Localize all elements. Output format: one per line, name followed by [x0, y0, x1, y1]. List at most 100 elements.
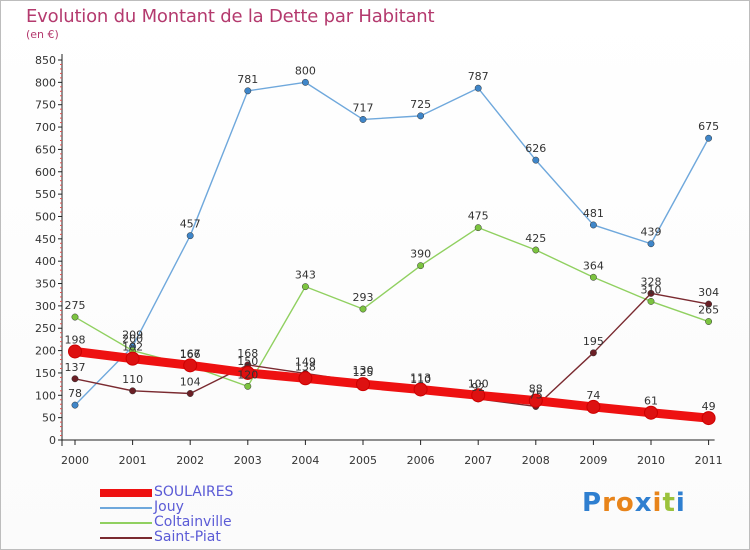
data-label-soulaires: 49: [702, 400, 716, 413]
y-tick-label: 450: [35, 233, 56, 246]
data-point-soulaires: [183, 358, 198, 373]
data-point-jouy: [359, 116, 367, 123]
series-line-jouy: [74, 81, 710, 406]
legend-swatch: [100, 522, 152, 524]
logo-letter: P: [582, 488, 603, 518]
data-point-soulaires: [586, 399, 601, 414]
data-point-soulaires: [68, 344, 82, 359]
data-label-coltainville: 275: [65, 299, 86, 312]
legend-label: Saint-Piat: [154, 529, 221, 545]
data-point-soulaires: [125, 351, 140, 366]
data-label-saint-piat: 110: [410, 373, 431, 386]
data-point-coltainville: [417, 262, 425, 270]
x-tick-label: 2006: [407, 454, 435, 467]
y-tick-label: 800: [35, 76, 56, 89]
data-point-jouy: [647, 240, 655, 248]
data-point-saint-piat: [186, 390, 194, 397]
data-label-saint-piat: 149: [295, 355, 316, 368]
data-label-jouy: 787: [468, 70, 489, 83]
data-label-coltainville: 166: [180, 348, 201, 361]
data-point-jouy: [589, 221, 597, 229]
data-label-soulaires: 150: [237, 355, 258, 368]
data-point-soulaires: [356, 377, 370, 392]
data-label-soulaires: 74: [586, 389, 600, 402]
data-label-saint-piat: 137: [65, 361, 86, 374]
y-tick-label: 350: [35, 278, 56, 291]
data-point-jouy: [244, 87, 252, 95]
data-point-jouy: [301, 78, 309, 86]
legend-label: Coltainville: [154, 514, 232, 530]
data-label-saint-piat: 92: [471, 381, 485, 394]
data-label-jouy: 439: [641, 226, 662, 239]
logo-letter: i: [675, 488, 686, 518]
x-tick-label: 2007: [464, 454, 492, 467]
x-tick-label: 2008: [522, 454, 550, 467]
data-point-jouy: [705, 134, 713, 142]
legend-swatch: [100, 507, 152, 509]
data-point-saint-piat: [129, 387, 137, 395]
data-label-saint-piat: 304: [698, 286, 719, 299]
data-label-coltainville: 390: [410, 248, 431, 261]
data-point-coltainville: [474, 224, 482, 232]
data-point-coltainville: [705, 318, 713, 325]
series-line-soulaires: [70, 346, 714, 423]
data-label-jouy: 781: [237, 73, 258, 86]
x-tick-label: 2000: [61, 454, 89, 467]
data-label-coltainville: 293: [353, 291, 374, 304]
data-label-jouy: 675: [698, 120, 719, 133]
data-label-jouy: 481: [583, 207, 604, 220]
data-point-soulaires: [471, 388, 486, 403]
data-label-soulaires: 138: [295, 360, 316, 373]
data-point-jouy: [71, 401, 79, 409]
data-label-saint-piat: 195: [583, 335, 604, 348]
data-label-saint-piat: 130: [353, 364, 374, 377]
legend-label: Jouy: [154, 499, 184, 515]
data-label-saint-piat: 104: [180, 376, 201, 389]
proxiti-logo: Proxiti: [582, 488, 686, 518]
data-label-saint-piat: 168: [237, 347, 258, 360]
data-label-soulaires: 167: [180, 347, 201, 360]
data-label-jouy: 725: [410, 98, 431, 111]
x-tick-label: 2009: [579, 454, 607, 467]
data-label-jouy: 717: [353, 101, 374, 114]
data-point-soulaires: [240, 365, 255, 380]
x-tick-label: 2004: [291, 454, 319, 467]
y-tick-label: 500: [35, 210, 56, 223]
data-point-coltainville: [647, 297, 655, 305]
data-label-jouy: 78: [68, 387, 82, 400]
data-label-jouy: 626: [525, 142, 546, 155]
logo-letter: x: [634, 488, 653, 518]
data-label-coltainville: 343: [295, 269, 316, 282]
y-tick-label: 50: [42, 412, 56, 425]
logo-letter: i: [652, 488, 663, 518]
y-tick-label: 300: [35, 300, 56, 313]
data-point-saint-piat: [705, 300, 713, 308]
data-label-saint-piat: 328: [641, 275, 662, 288]
data-point-coltainville: [301, 283, 309, 291]
data-point-coltainville: [589, 273, 597, 281]
x-tick-label: 2003: [234, 454, 262, 467]
data-point-jouy: [474, 84, 482, 92]
data-label-soulaires: 61: [644, 395, 658, 408]
data-point-coltainville: [359, 305, 367, 313]
data-label-jouy: 800: [295, 64, 316, 77]
data-point-soulaires: [644, 405, 658, 420]
data-label-coltainville: 364: [583, 259, 604, 272]
data-label-coltainville: 475: [468, 210, 489, 223]
data-point-jouy: [186, 232, 194, 240]
logo-letter: t: [662, 488, 676, 518]
data-label-soulaires: 100: [468, 377, 489, 390]
y-tick-label: 850: [35, 54, 56, 67]
data-label-coltainville: 425: [525, 232, 546, 245]
y-tick-label: 200: [35, 345, 56, 358]
data-label-saint-piat: 75: [529, 388, 543, 401]
data-point-coltainville: [244, 382, 252, 390]
data-label-soulaires: 113: [410, 371, 431, 384]
data-point-saint-piat: [647, 289, 655, 297]
data-point-soulaires: [413, 382, 428, 397]
data-label-soulaires: 182: [122, 341, 143, 354]
y-tick-label: 100: [35, 389, 56, 402]
data-point-saint-piat: [71, 375, 79, 383]
